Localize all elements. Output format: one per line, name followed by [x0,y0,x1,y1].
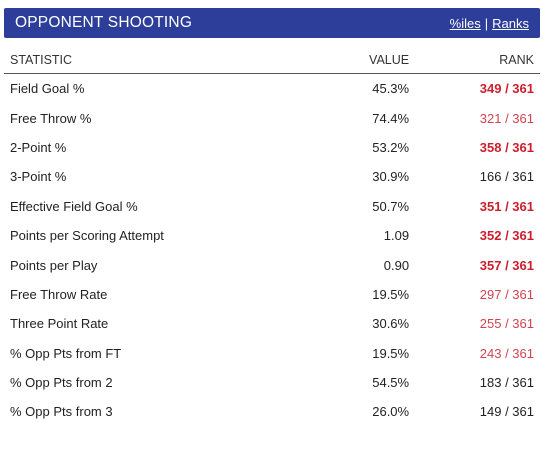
table-row: % Opp Pts from FT 19.5% 243 / 361 [4,339,540,368]
table-row: 3-Point % 30.9% 166 / 361 [4,162,540,191]
stat-value: 0.90 [383,257,410,273]
stat-rank: 243 / 361 [479,345,534,361]
table-row: % Opp Pts from 2 54.5% 183 / 361 [4,368,540,397]
stat-rank: 349 / 361 [479,81,534,97]
stat-name: % Opp Pts from FT [10,345,122,361]
table-body: Field Goal % 45.3% 349 / 361 Free Throw % 74… [4,74,540,427]
stat-value: 26.0% [372,404,410,420]
stat-value: 74.4% [372,110,410,126]
stat-rank: 166 / 361 [479,169,534,185]
stat-name: Three Point Rate [10,316,109,332]
stats-table: STATISTIC VALUE RANK Field Goal % 45.3% 34… [4,46,540,427]
stat-name: Free Throw Rate [10,286,108,302]
stat-name: Free Throw % [10,110,92,126]
table-row: Free Throw % 74.4% 321 / 361 [4,103,540,132]
stat-value: 54.5% [372,375,410,391]
table-header-row: STATISTIC VALUE RANK [4,46,540,74]
percentiles-link[interactable]: %iles [449,15,481,31]
table-row: Free Throw Rate 19.5% 297 / 361 [4,280,540,309]
stat-value: 1.09 [383,228,410,244]
view-toggle-links: %iles | Ranks [450,16,529,31]
ranks-link[interactable]: Ranks [492,15,529,31]
column-header-statistic: STATISTIC [4,46,317,74]
table-row: Points per Play 0.90 357 / 361 [4,250,540,279]
table-row: Effective Field Goal % 50.7% 351 / 361 [4,192,540,221]
table-row: Points per Scoring Attempt 1.09 352 / 361 [4,221,540,250]
stat-rank: 297 / 361 [479,286,534,302]
stat-rank: 357 / 361 [479,257,534,273]
stat-rank: 149 / 361 [479,404,534,420]
stat-rank: 321 / 361 [479,110,534,126]
panel-title: OPPONENT SHOOTING [15,14,193,31]
opponent-shooting-panel: OPPONENT SHOOTING %iles | Ranks STATISTIC … [4,8,540,427]
stat-name: % Opp Pts from 2 [10,375,113,391]
stat-name: 3-Point % [10,169,67,185]
stat-rank: 255 / 361 [479,316,534,332]
stat-value: 19.5% [372,286,410,302]
stat-value: 19.5% [372,345,410,361]
stat-rank: 351 / 361 [479,198,534,214]
table-row: % Opp Pts from 3 26.0% 149 / 361 [4,397,540,426]
stat-value: 53.2% [372,139,410,155]
stat-rank: 358 / 361 [479,139,534,155]
stat-rank: 183 / 361 [479,375,534,391]
link-separator: | [484,15,489,31]
column-header-value: VALUE [316,46,416,74]
stat-value: 50.7% [372,198,410,214]
stat-name: Points per Scoring Attempt [10,228,164,244]
stat-name: Points per Play [10,257,98,273]
stat-value: 45.3% [372,81,410,97]
stat-value: 30.9% [372,169,410,185]
stat-value: 30.6% [372,316,410,332]
stat-name: % Opp Pts from 3 [10,404,113,420]
panel-header: OPPONENT SHOOTING %iles | Ranks [4,8,540,38]
table-row: 2-Point % 53.2% 358 / 361 [4,133,540,162]
stat-name: 2-Point % [10,139,67,155]
table-row: Three Point Rate 30.6% 255 / 361 [4,309,540,338]
table-row: Field Goal % 45.3% 349 / 361 [4,74,540,104]
column-header-rank: RANK [415,46,540,74]
stat-name: Field Goal % [10,81,85,97]
stat-rank: 352 / 361 [479,228,534,244]
stat-name: Effective Field Goal % [10,198,138,214]
